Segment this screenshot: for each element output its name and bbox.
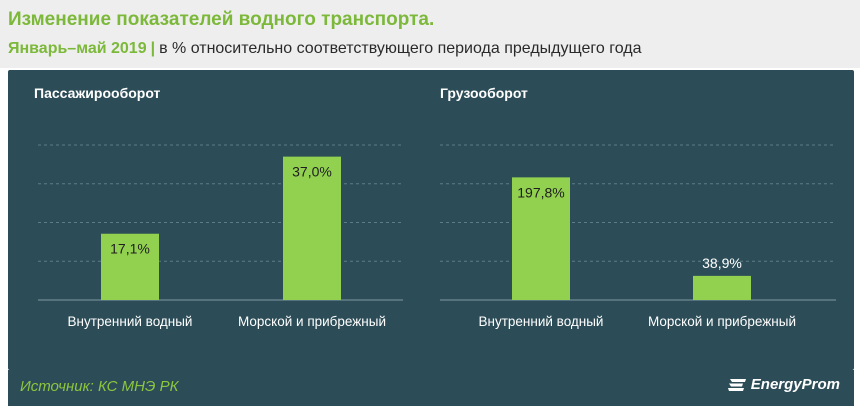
chart-2-bar (512, 177, 570, 300)
chart-1-bar (283, 156, 341, 300)
chart-1-value-label: 17,1% (110, 241, 150, 257)
footer: Источник: КС МНЭ РК EnergyProm (8, 370, 854, 406)
chart-2-category-label: Морской и прибрежный (648, 314, 796, 329)
source-text: Источник: КС МНЭ РК (20, 378, 179, 395)
logo-icon (727, 378, 746, 391)
chart-1-value-label: 37,0% (292, 164, 332, 180)
subtitle: Январь–май 2019 | в % относительно соответ… (8, 40, 641, 58)
chart-2-title: Грузооборот (440, 85, 528, 101)
separator: | (150, 40, 156, 57)
chart-2-category-label: Внутренний водный (479, 314, 604, 329)
chart-2-value-label: 38,9% (702, 255, 742, 271)
chart-2-value-label: 197,8% (517, 184, 564, 200)
chart-panel: Пассажирооборот 17,1% Внутренний водный 37,… (8, 70, 854, 370)
header: Изменение показателей водного транспорта… (0, 0, 860, 68)
period-label: Январь–май 2019 (8, 40, 147, 57)
chart-1-bar (101, 233, 159, 300)
chart-1-category-label: Внутренний водный (68, 314, 193, 329)
page-title: Изменение показателей водного транспорта… (8, 9, 435, 30)
logo-text: EnergyProm (750, 376, 840, 393)
chart-1-category-label: Морской и прибрежный (238, 314, 386, 329)
energyprom-logo: EnergyProm (727, 376, 840, 393)
chart-2-bar (693, 275, 751, 300)
charts-svg: Пассажирооборот 17,1% Внутренний водный 37,… (34, 85, 836, 329)
chart-1-title: Пассажирооборот (34, 85, 161, 101)
subtitle-text: в % относительно соответствующего период… (159, 40, 642, 57)
